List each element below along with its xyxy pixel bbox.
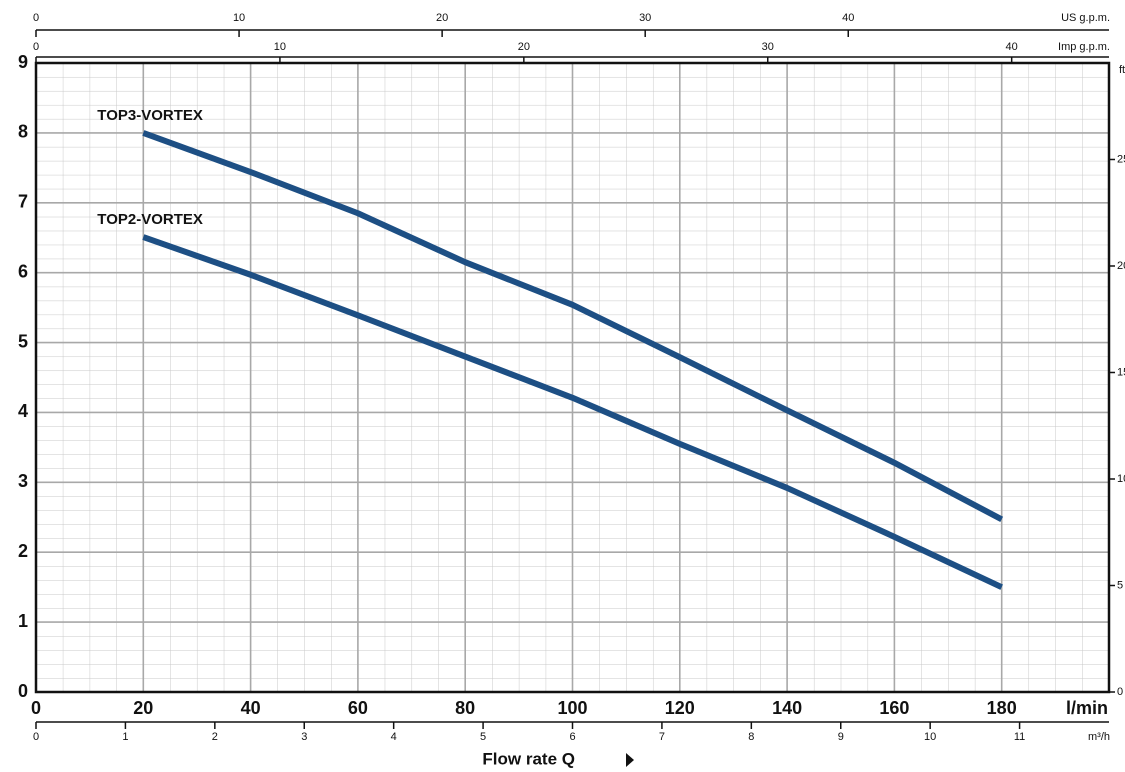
secondary-tick-label: 30: [639, 12, 651, 24]
secondary-tick-label: 6: [569, 731, 575, 743]
y-tick-label: 1: [18, 611, 28, 631]
curve: [142, 234, 1003, 590]
curve-label: TOP3-VORTEX: [97, 107, 203, 124]
secondary-tick-label: 11: [1014, 731, 1025, 743]
curve-label: TOP2-VORTEX: [97, 211, 203, 228]
secondary-tick-label: 0: [33, 731, 39, 743]
secondary-axis-label: m³/h: [1088, 731, 1110, 743]
grid: [35, 62, 1109, 693]
y2-tick-label: 20: [1117, 260, 1125, 272]
y-tick-label: 3: [18, 471, 28, 491]
plot-frame: [34, 61, 1111, 694]
secondary-tick-label: 1: [122, 731, 128, 743]
x-tick-label: 60: [348, 698, 368, 718]
y-tick-label: 5: [18, 331, 28, 351]
x-tick-label: 0: [31, 698, 41, 718]
x-tick-label: 160: [879, 698, 909, 718]
secondary-tick-label: 10: [233, 12, 245, 24]
secondary-tick-label: 2: [212, 731, 218, 743]
secondary-axis-label: US g.p.m.: [1061, 12, 1110, 24]
y2-tick-label: 25: [1117, 153, 1125, 165]
secondary-tick-label: 40: [842, 12, 854, 24]
secondary-tick-label: 10: [924, 731, 936, 743]
x-tick-label: 80: [455, 698, 475, 718]
y2-tick-label: 5: [1117, 579, 1123, 591]
secondary-tick-label: 0: [33, 41, 39, 53]
secondary-tick-label: 30: [762, 41, 774, 53]
x-axis-title: Flow rate Q: [482, 749, 575, 768]
x-tick-label: 40: [241, 698, 261, 718]
y-tick-label: 9: [18, 52, 28, 72]
y2-tick-label: 0: [1117, 686, 1123, 698]
x-tick-label: 100: [557, 698, 587, 718]
x-tick-label: 20: [133, 698, 153, 718]
secondary-tick-label: 20: [436, 12, 448, 24]
y-tick-label: 7: [18, 192, 28, 212]
secondary-axis-label: Imp g.p.m.: [1058, 41, 1110, 53]
y-tick-label: 4: [18, 401, 28, 421]
y-tick-label: 2: [18, 541, 28, 561]
y-tick-label: 6: [18, 261, 28, 281]
secondary-tick-label: 4: [391, 731, 397, 743]
y-tick-label: 0: [18, 681, 28, 701]
x-tick-label: 140: [772, 698, 802, 718]
secondary-tick-label: 20: [518, 41, 530, 53]
secondary-tick-label: 10: [274, 41, 286, 53]
y-tick-label: 8: [18, 122, 28, 142]
secondary-tick-label: 0: [33, 12, 39, 24]
secondary-tick-label: 9: [838, 731, 844, 743]
plot: 0 20 40 60 80 100 120 140 160 180 l/min01234567890…: [18, 12, 1125, 743]
x-tick-label: 120: [665, 698, 695, 718]
secondary-tick-label: 5: [480, 731, 486, 743]
axis-arrow: [626, 753, 634, 767]
y2-tick-label: 15: [1117, 366, 1125, 378]
y2-unit-label: ft: [1119, 64, 1125, 76]
secondary-tick-label: 8: [748, 731, 754, 743]
y2-tick-label: 10: [1117, 473, 1125, 485]
x-unit-label: l/min: [1066, 698, 1108, 718]
x-tick-label: 180: [987, 698, 1017, 718]
secondary-tick-label: 3: [301, 731, 307, 743]
curve: [142, 130, 1004, 523]
secondary-tick-label: 7: [659, 731, 665, 743]
secondary-tick-label: 40: [1006, 41, 1018, 53]
